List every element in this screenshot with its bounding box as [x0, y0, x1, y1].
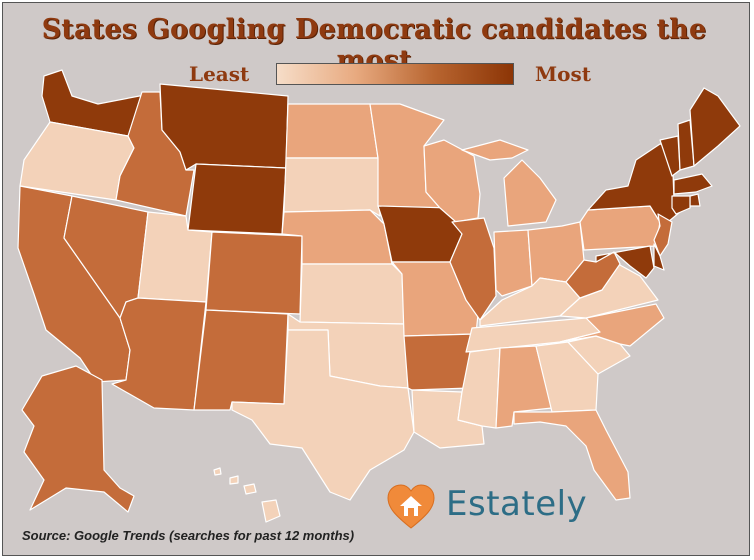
state-massachusetts[interactable] — [673, 173, 713, 195]
state-wyoming[interactable] — [187, 163, 287, 235]
legend-gradient-bar — [276, 63, 514, 85]
state-colorado[interactable] — [205, 231, 303, 315]
state-georgia[interactable] — [535, 341, 599, 413]
state-alaska[interactable] — [21, 365, 135, 513]
state-rhode-island[interactable] — [689, 193, 701, 207]
heart-home-icon — [387, 484, 435, 529]
state-connecticut[interactable] — [671, 195, 691, 215]
state-texas[interactable] — [231, 329, 415, 501]
state-hawaii-kauai[interactable] — [213, 467, 222, 476]
state-hawaii-oahu[interactable] — [229, 475, 239, 485]
state-maine[interactable] — [689, 87, 741, 167]
state-arkansas[interactable] — [403, 333, 477, 391]
state-wisconsin[interactable] — [423, 139, 481, 223]
estately-logo: Estately — [386, 482, 588, 530]
state-michigan[interactable] — [461, 139, 557, 227]
state-new-mexico[interactable] — [193, 309, 289, 411]
state-delaware[interactable] — [653, 243, 665, 271]
state-north-carolina[interactable] — [559, 303, 665, 347]
state-maryland[interactable] — [595, 245, 655, 279]
state-south-dakota[interactable] — [283, 157, 381, 217]
state-kansas[interactable] — [299, 263, 405, 325]
state-hawaii-big-island[interactable] — [261, 499, 281, 523]
state-west-virginia[interactable] — [565, 251, 621, 299]
brand-name: Estately — [446, 484, 588, 524]
legend-most-label: Most — [535, 62, 591, 86]
legend-least-label: Least — [189, 62, 250, 86]
state-north-dakota[interactable] — [285, 103, 379, 159]
state-indiana[interactable] — [493, 229, 533, 297]
state-pennsylvania[interactable] — [579, 205, 661, 251]
state-hawaii-maui[interactable] — [243, 483, 257, 495]
state-oregon[interactable] — [19, 121, 135, 201]
source-caption: Source: Google Trends (searches for past… — [22, 528, 355, 543]
state-florida[interactable] — [513, 409, 631, 501]
